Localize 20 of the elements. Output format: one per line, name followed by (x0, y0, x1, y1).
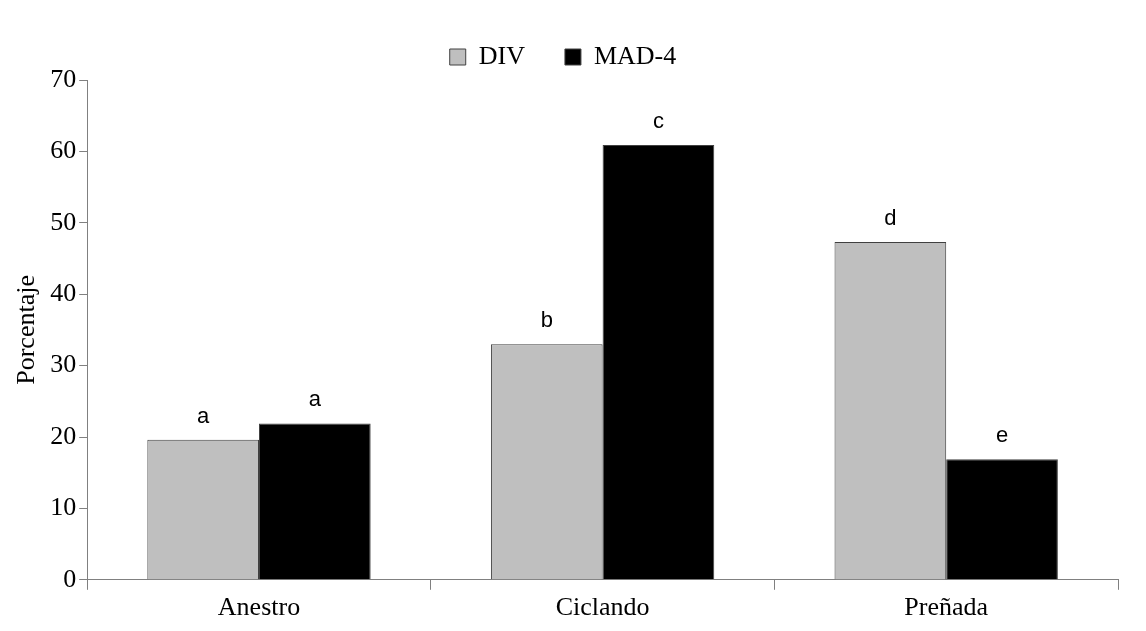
x-tick-label: Anestro (217, 592, 301, 622)
x-tick-label: Ciclando (555, 592, 650, 622)
y-tick-label: 10 (50, 492, 77, 522)
annotation: d (884, 205, 897, 231)
y-axis-title: Porcentaje (11, 275, 41, 385)
legend-label: DIV (478, 40, 526, 70)
legend-label: MAD-4 (593, 40, 677, 70)
y-tick-label: 50 (50, 206, 77, 236)
x-tick-label: Preñada (904, 592, 989, 622)
annotation: a (308, 386, 322, 412)
annotation: c (652, 108, 664, 134)
y-tick-label: 60 (50, 135, 77, 165)
annotation: a (197, 402, 211, 428)
y-tick-label: 20 (50, 420, 77, 450)
y-tick-label: 30 (50, 349, 77, 379)
y-tick-label: 40 (50, 278, 77, 308)
annotation: b (540, 307, 553, 333)
y-tick-label: 70 (50, 63, 77, 93)
y-tick-label: 0 (63, 563, 77, 593)
annotation: e (995, 422, 1009, 448)
